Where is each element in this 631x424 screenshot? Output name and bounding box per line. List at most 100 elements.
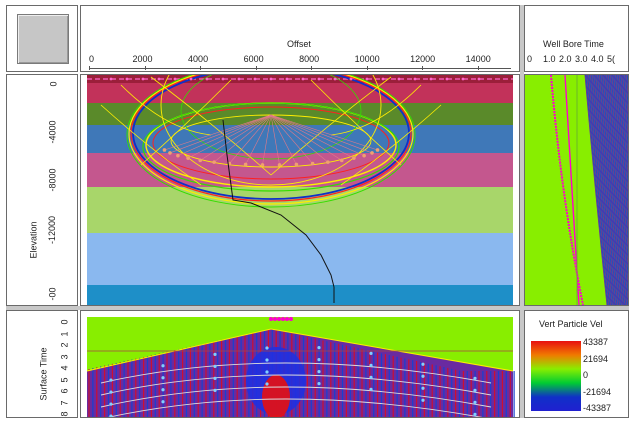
event-point xyxy=(213,352,217,356)
well-path xyxy=(222,119,335,303)
source-point xyxy=(477,77,481,81)
source-point xyxy=(253,77,257,81)
wellbore-trace xyxy=(613,75,628,233)
wavefront-arc xyxy=(180,75,362,160)
event-point xyxy=(161,376,165,380)
horizontal-splitter[interactable] xyxy=(6,306,629,310)
surface-tick-label: 3 xyxy=(59,353,70,360)
event-point xyxy=(317,346,321,350)
legend-title: Vert Particle Vel xyxy=(539,319,603,329)
ray-point xyxy=(162,148,167,152)
wavefront-arc xyxy=(128,75,414,205)
wellbore-trace xyxy=(589,75,613,305)
event-point xyxy=(109,390,113,394)
ray-point xyxy=(362,153,366,158)
source-point xyxy=(285,77,289,81)
wellbore-trace xyxy=(584,75,608,305)
wellbore-trace xyxy=(599,75,623,305)
event-point xyxy=(161,364,165,368)
model-view[interactable] xyxy=(81,75,519,305)
model-panel[interactable] xyxy=(80,74,520,306)
ray-point xyxy=(375,148,380,152)
source-point xyxy=(221,77,225,81)
wellbore-trace xyxy=(620,75,628,158)
model-layer xyxy=(87,285,513,305)
wellbore-trace xyxy=(614,75,628,224)
ray-point xyxy=(370,151,374,155)
event-point xyxy=(265,346,269,350)
wellbore-trace xyxy=(597,75,621,305)
source-point xyxy=(285,317,289,321)
event-point xyxy=(421,374,425,378)
vertical-splitter[interactable] xyxy=(520,5,524,418)
wellbore-tick-label: 4.0 xyxy=(591,54,604,64)
surface-panel[interactable] xyxy=(80,310,520,418)
wellbore-trace xyxy=(607,75,628,295)
offset-tick-label: 10000 xyxy=(354,54,380,64)
offset-axis-title: Offset xyxy=(287,39,311,49)
wellbore-trace xyxy=(623,75,628,129)
event-point xyxy=(473,400,477,404)
elevation-tick-label: -4000 xyxy=(47,120,58,144)
event-point xyxy=(473,376,477,380)
wellbore-trace xyxy=(594,75,618,305)
ray-point xyxy=(243,162,248,167)
source-point xyxy=(381,77,385,81)
wellbore-axis-title: Well Bore Time xyxy=(543,39,604,49)
wellbore-trace xyxy=(595,75,619,305)
surface-tick-label: 2 xyxy=(59,342,70,348)
source-point xyxy=(269,77,273,81)
surface-traces[interactable] xyxy=(81,311,519,417)
source-point xyxy=(349,77,353,81)
wellbore-trace xyxy=(618,75,628,177)
source-point xyxy=(445,77,449,81)
surface-axis-title: Surface Time xyxy=(38,347,49,401)
event-point xyxy=(265,382,269,386)
wellbore-trace xyxy=(592,75,616,305)
wellbore-trace xyxy=(588,75,612,305)
event-point xyxy=(473,388,477,392)
ray-point xyxy=(260,163,265,167)
surface-axis-panel: Surface Time 0 1 2 3 4 5 6 7 8 xyxy=(6,310,78,418)
source-point xyxy=(157,77,161,81)
ray-point xyxy=(352,156,356,160)
wavefront-arc xyxy=(120,84,212,136)
source-point xyxy=(237,77,241,81)
surface-tick-label: 8 xyxy=(59,411,70,417)
event-curve xyxy=(108,398,483,417)
event-point xyxy=(265,358,269,362)
source-point xyxy=(173,77,177,81)
event-point xyxy=(369,387,373,391)
wellbore-panel[interactable] xyxy=(524,74,629,306)
wellbore-trace xyxy=(605,75,628,305)
source-point xyxy=(273,317,277,321)
wellbore-trace xyxy=(619,75,628,168)
wavefront-arc xyxy=(100,104,202,186)
wavefront-arc xyxy=(150,76,272,176)
event-point xyxy=(369,375,373,379)
ray-point xyxy=(310,161,315,166)
wavefront-arc xyxy=(160,75,382,186)
wellbore-trace xyxy=(586,75,610,305)
wellbore-trace xyxy=(602,75,626,305)
wavefront-arc xyxy=(152,106,390,180)
event-point xyxy=(421,386,425,390)
legend-panel: Vert Particle Vel 43387 21694 0 -21694 -4338… xyxy=(524,310,629,418)
wellbore-trace xyxy=(598,75,621,305)
wellbore-tick-label: 0 xyxy=(527,54,533,64)
surface-tick-label: 0 xyxy=(59,319,70,325)
wavefront-arc xyxy=(126,75,416,208)
event-point xyxy=(213,364,217,368)
event-point xyxy=(421,398,425,402)
event-point xyxy=(473,412,477,416)
source-point xyxy=(413,77,417,81)
model-layer xyxy=(87,233,513,285)
event-point xyxy=(161,400,165,404)
event-point xyxy=(109,378,113,382)
source-point xyxy=(333,77,337,81)
offset-tick-label: 4000 xyxy=(188,54,209,64)
wellbore-tick-label: 3.0 xyxy=(575,54,588,64)
wellbore-traces[interactable] xyxy=(525,75,628,305)
wellbore-trace xyxy=(587,75,611,305)
wellbore-trace xyxy=(598,75,622,305)
